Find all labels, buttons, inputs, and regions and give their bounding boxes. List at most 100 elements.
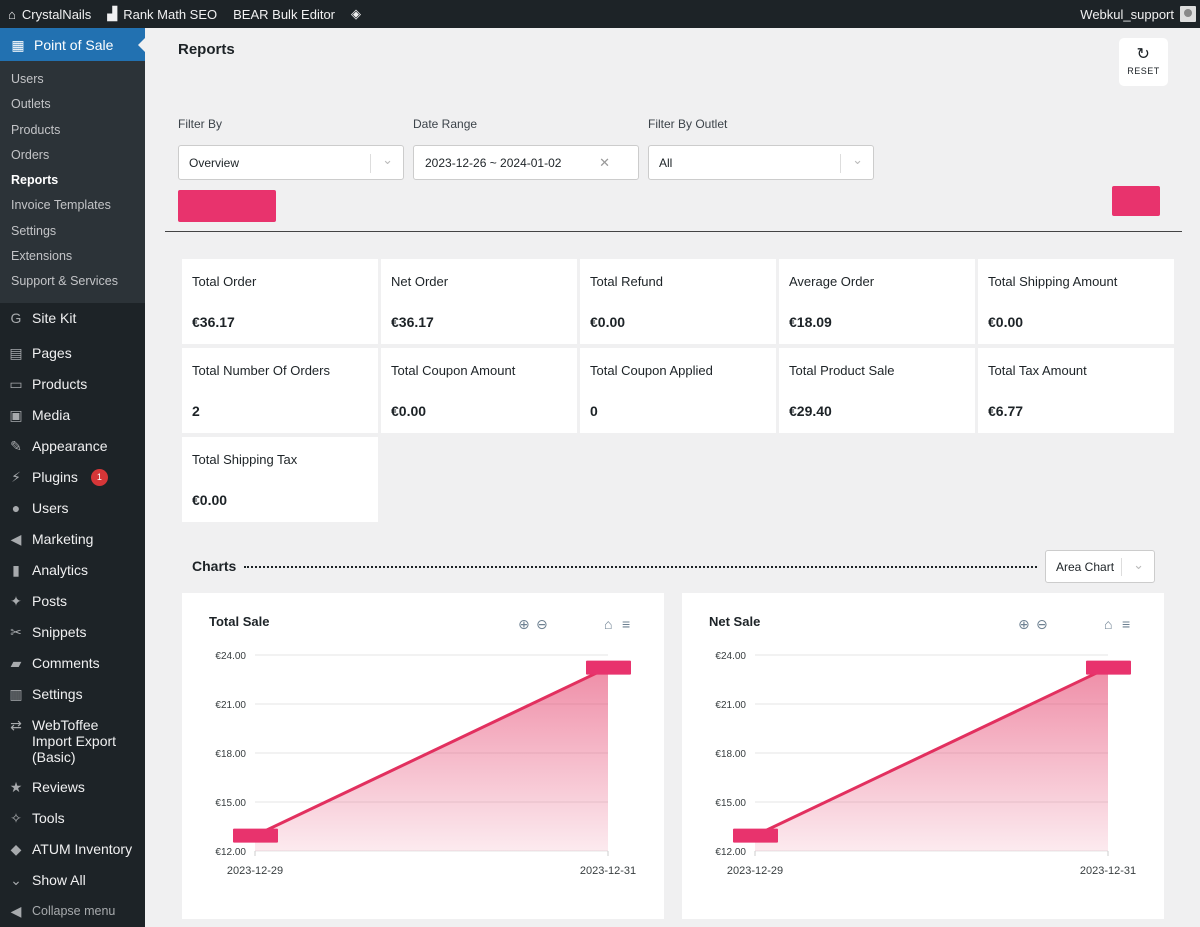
net-sale-chart: €24.00 €21.00 €18.00 €15.00 €12.00 2023-12-29… — [715, 651, 1136, 877]
reset-button[interactable]: ↻ RESET — [1119, 38, 1168, 86]
menu-item-analytics[interactable]: ▮ Analytics — [0, 555, 145, 586]
filter-by-select[interactable]: Overview ⌄ — [178, 145, 404, 180]
menu-label: Reviews — [32, 778, 85, 795]
stat-card-total-coupon-amount: Total Coupon Amount €0.00 — [381, 348, 577, 433]
clear-icon[interactable]: ✕ — [599, 155, 610, 170]
update-count-badge: 1 — [90, 468, 108, 486]
bar-chart-icon: ▮ — [12, 561, 20, 578]
menu-item-appearance[interactable]: ✎ Appearance — [0, 431, 145, 462]
user-name: Webkul_support — [1080, 6, 1174, 22]
export-button[interactable] — [1112, 186, 1160, 216]
stat-label: Total Coupon Amount — [391, 363, 516, 378]
divider — [1121, 558, 1122, 576]
outlet-label: Filter By Outlet — [648, 117, 728, 131]
y-tick-label: €12.00 — [715, 847, 746, 858]
menu-item-products[interactable]: ▭ Products — [0, 369, 145, 400]
menu-item-reviews[interactable]: ★ Reviews — [0, 772, 145, 803]
menu-label: Marketing — [32, 530, 94, 547]
date-range-input[interactable]: 2023-12-26 ~ 2024-01-02 ✕ — [413, 145, 639, 180]
x-tick-label: 2023-12-31 — [580, 865, 636, 877]
site-name: CrystalNails — [21, 6, 92, 22]
data-label — [233, 828, 278, 843]
zoom-out-icon[interactable]: ⊖ — [1036, 616, 1048, 632]
filter-by-value: Overview — [189, 155, 240, 170]
stat-card-total-shipping-amount: Total Shipping Amount €0.00 — [978, 259, 1174, 344]
submenu-item-support-services[interactable]: Support & Services — [11, 274, 118, 289]
menu-item-posts[interactable]: ✦ Posts — [0, 586, 145, 617]
menu-item-marketing[interactable]: ◀ Marketing — [0, 524, 145, 555]
submenu-item-users[interactable]: Users — [11, 72, 44, 86]
home-icon[interactable]: ⌂ — [604, 616, 613, 632]
stat-value: €0.00 — [192, 492, 228, 508]
total-sale-chart: €24.00 €21.00 €18.00 €15.00 €12.00 2023-12-29… — [215, 651, 636, 877]
reset-label: RESET — [1127, 66, 1160, 76]
zoom-in-icon[interactable]: ⊕ — [1018, 616, 1030, 632]
admin-sidebar: ▦ Point of Sale Users Outlets Products Orde… — [0, 28, 145, 927]
submenu-item-invoice-templates[interactable]: Invoice Templates — [11, 198, 111, 213]
google-icon: G — [10, 309, 22, 326]
submenu-item-products[interactable]: Products — [11, 122, 61, 137]
bear-link[interactable]: BEAR Bulk Editor — [225, 0, 343, 28]
atum-icon: ◆ — [10, 840, 22, 857]
menu-item-media[interactable]: ▣ Media — [0, 400, 145, 431]
submenu-item-orders[interactable]: Orders — [11, 147, 50, 162]
menu-item-site-kit[interactable]: G Site Kit — [0, 303, 145, 334]
rank-math-link[interactable]: ▟ Rank Math SEO — [99, 0, 225, 28]
menu-label: Site Kit — [32, 309, 77, 326]
menu-item-pages[interactable]: ▤ Pages — [0, 338, 145, 369]
y-tick-label: €18.00 — [215, 749, 246, 760]
home-icon[interactable]: ⌂ — [1104, 616, 1113, 632]
area-fill — [755, 667, 1108, 851]
collapse-menu[interactable]: ◀ Collapse menu — [0, 896, 145, 927]
submenu-item-outlets[interactable]: Outlets — [11, 97, 51, 112]
archive-icon: ▭ — [9, 375, 23, 392]
generate-report-button[interactable] — [178, 190, 276, 222]
menu-item-snippets[interactable]: ✂ Snippets — [0, 617, 145, 648]
menu-icon[interactable]: ≡ — [622, 616, 631, 632]
main-menu: G Site Kit ▤ Pages ▭ Products ▣ Media ✎ Appearanc… — [0, 303, 145, 896]
outlet-select[interactable]: All ⌄ — [648, 145, 874, 180]
data-label — [586, 660, 631, 675]
submenu-item-reports[interactable]: Reports — [11, 173, 59, 188]
menu-item-plugins[interactable]: ⚡ Plugins 1 — [0, 462, 145, 493]
menu-item-show-all[interactable]: ⌄ Show All — [0, 865, 145, 896]
zoom-in-icon[interactable]: ⊕ — [518, 616, 530, 632]
rank-math-label: Rank Math SEO — [123, 6, 218, 22]
stat-value: €0.00 — [988, 314, 1024, 330]
stat-card-net-order: Net Order €36.17 — [381, 259, 577, 344]
menu-label: Media — [32, 406, 71, 423]
stat-value: 2 — [192, 403, 200, 419]
y-tick-label: €24.00 — [715, 651, 746, 662]
diamond-icon[interactable]: ◈ — [351, 6, 362, 21]
submenu-item-extensions[interactable]: Extensions — [11, 249, 73, 264]
star-icon: ★ — [9, 778, 23, 795]
stat-value: €6.77 — [988, 403, 1024, 419]
series-line — [254, 666, 609, 838]
menu-item-users[interactable]: ● Users — [0, 493, 145, 524]
chart-type-select[interactable]: Area Chart ⌄ — [1045, 550, 1155, 583]
menu-item-settings[interactable]: ▥ Settings — [0, 679, 145, 710]
home-icon: ⌂ — [8, 6, 16, 22]
stat-card-total-shipping-tax: Total Shipping Tax €0.00 — [182, 437, 378, 522]
menu-label: Plugins — [32, 468, 78, 485]
wrench-icon: ✧ — [10, 809, 22, 826]
menu-item-comments[interactable]: ▰ Comments — [0, 648, 145, 679]
stat-label: Total Shipping Tax — [192, 452, 298, 467]
menu-item-tools[interactable]: ✧ Tools — [0, 803, 145, 834]
pin-icon: ✦ — [10, 592, 22, 609]
site-link[interactable]: ⌂ CrystalNails — [0, 0, 99, 28]
submenu-item-settings[interactable]: Settings — [11, 223, 57, 238]
stat-card-total-order: Total Order €36.17 — [182, 259, 378, 344]
menu-label: ATUM Inventory — [32, 840, 133, 857]
zoom-out-icon[interactable]: ⊖ — [536, 616, 548, 632]
y-tick-label: €15.00 — [715, 798, 746, 809]
menu-item-atum-inventory[interactable]: ◆ ATUM Inventory — [0, 834, 145, 865]
megaphone-icon: ◀ — [10, 530, 22, 547]
menu-item-webtoffee-import-export-basic-[interactable]: ⇄ WebToffee Import Export (Basic) — [0, 710, 145, 772]
scissors-icon: ✂ — [10, 623, 22, 640]
menu-point-of-sale[interactable]: ▦ Point of Sale — [0, 28, 145, 61]
y-tick-label: €18.00 — [715, 749, 746, 760]
user-account[interactable]: Webkul_support — [1072, 0, 1200, 28]
menu-icon[interactable]: ≡ — [1122, 616, 1131, 632]
menu-label: Snippets — [32, 623, 87, 640]
